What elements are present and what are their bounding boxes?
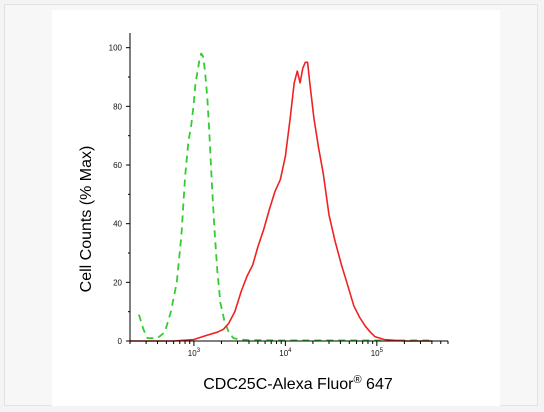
axis-ticks: 0 20 40 60 80 100 103 104 105 — [109, 44, 449, 358]
y-tick-label: 60 — [113, 161, 122, 170]
x-tick-label: 105 — [371, 348, 384, 358]
histogram-series-1-dashed — [138, 52, 432, 342]
y-tick-label: 0 — [118, 337, 123, 346]
y-tick-label: 40 — [113, 220, 122, 229]
x-axis-title: CDC25C-Alexa Fluor® 647 — [203, 374, 393, 393]
y-tick-label: 20 — [113, 278, 122, 287]
plot-area — [130, 52, 432, 342]
y-tick-label: 100 — [109, 44, 123, 53]
x-axis-title-tail: 647 — [362, 376, 393, 393]
y-tick-label: 80 — [113, 102, 122, 111]
x-axis-title-main: CDC25C-Alexa Fluor — [203, 376, 354, 393]
y-axis-title: Cell Counts (% Max) — [78, 146, 95, 293]
x-tick-label: 103 — [188, 348, 201, 358]
x-axis-title-reg: ® — [354, 374, 362, 386]
x-tick-label: 104 — [279, 348, 292, 358]
histogram-series-2-solid — [130, 61, 432, 342]
